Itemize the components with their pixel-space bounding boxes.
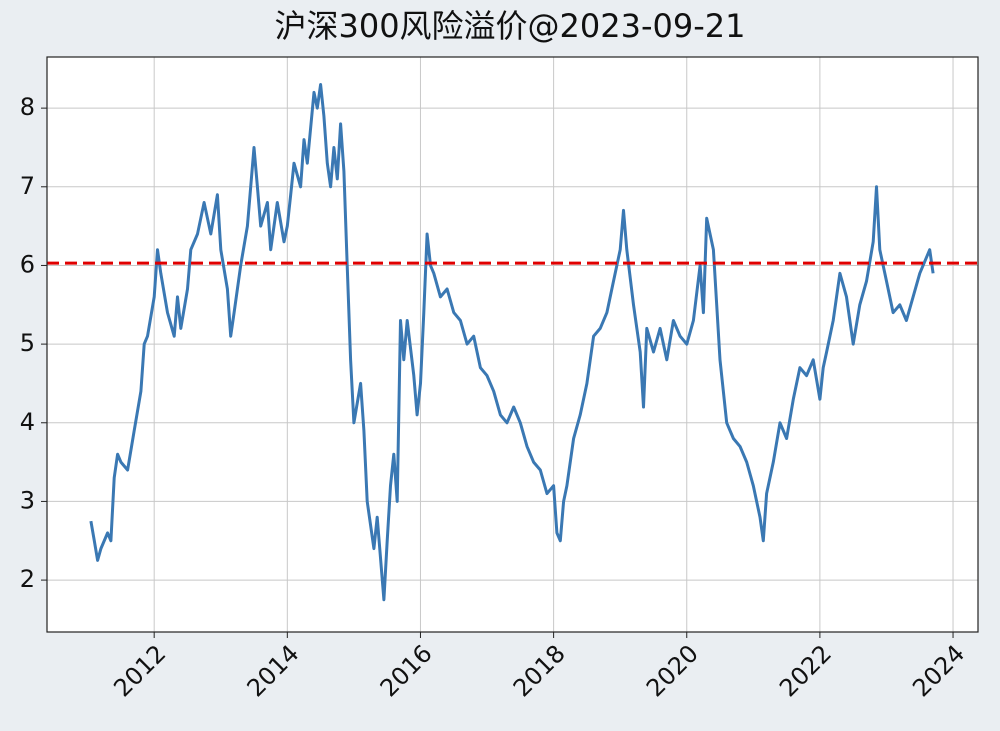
y-tick-label: 8: [20, 93, 35, 121]
y-tick-label: 7: [20, 172, 35, 200]
plot-frame: [46, 56, 979, 633]
y-tick-label: 3: [20, 486, 35, 514]
chart-title: 沪深300风险溢价@2023-09-21: [274, 7, 745, 45]
y-tick-label: 4: [20, 408, 35, 436]
y-tick-label: 5: [20, 329, 35, 357]
y-tick-label: 2: [20, 565, 35, 593]
data-line: [89, 83, 935, 602]
y-tick-label: 6: [20, 250, 35, 278]
